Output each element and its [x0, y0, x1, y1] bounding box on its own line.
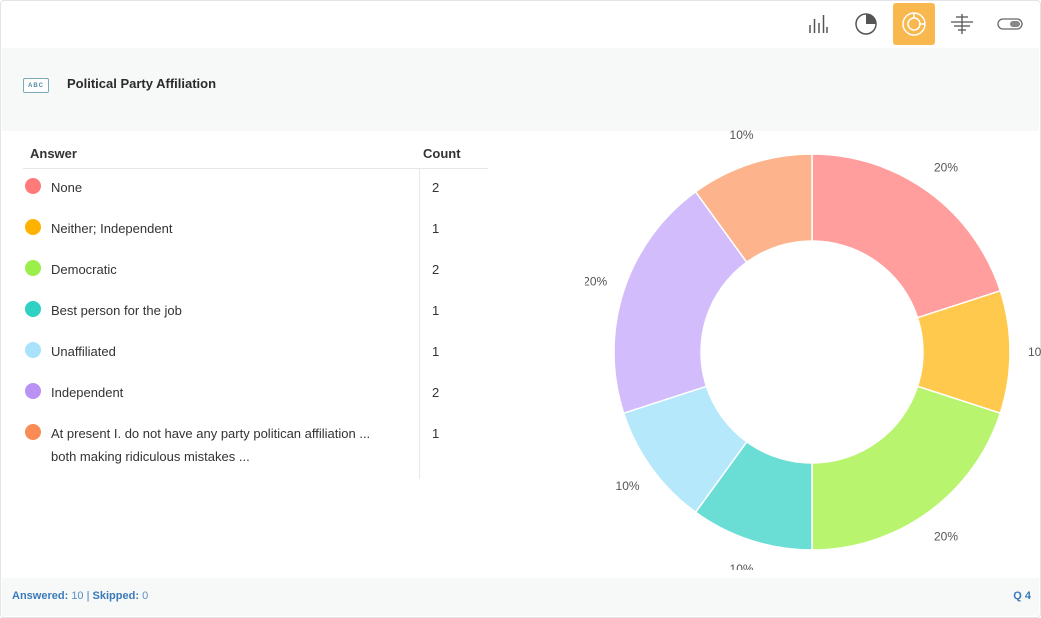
column-divider — [419, 169, 420, 479]
stats-separator: | — [86, 590, 90, 602]
donut-slice[interactable] — [613, 190, 748, 415]
donut-chart-icon — [902, 12, 926, 36]
slice-percent-label: 20% — [934, 529, 958, 543]
answer-text: None — [51, 180, 83, 195]
answered-label: Answered: — [12, 590, 69, 602]
horizontal-bar-button[interactable] — [941, 3, 983, 45]
count-value: 2 — [432, 180, 440, 195]
count-value: 1 — [432, 221, 440, 236]
legend-dot — [25, 301, 41, 317]
table-header: Answer Count — [23, 140, 488, 169]
count-value: 2 — [432, 385, 440, 400]
answer-table: Answer Count None 2 Neither; Independent… — [23, 140, 488, 479]
toggle-button[interactable] — [989, 3, 1031, 45]
answer-text: Neither; Independent — [51, 221, 173, 236]
bar-chart-button[interactable] — [797, 3, 839, 45]
answer-text: At present I. do not have any party poli… — [51, 426, 371, 441]
question-number: Q 4 — [1013, 590, 1031, 602]
slice-percent-label: 10% — [616, 479, 640, 493]
skipped-label: Skipped: — [92, 590, 139, 602]
donut-slice[interactable] — [811, 385, 1002, 551]
count-value: 1 — [432, 303, 440, 318]
answer-text: Independent — [51, 385, 124, 400]
legend-dot — [25, 260, 41, 276]
legend-dot — [25, 178, 41, 194]
pie-chart-icon — [855, 13, 877, 35]
answer-text-continued: both making ridiculous mistakes ... — [51, 449, 250, 464]
question-header: ABC Political Party Affiliation — [2, 48, 1039, 131]
text-question-icon: ABC — [23, 78, 49, 93]
bar-chart-icon — [809, 15, 828, 33]
pie-chart-button[interactable] — [845, 3, 887, 45]
answer-text: Best person for the job — [51, 303, 182, 318]
count-value: 2 — [432, 262, 440, 277]
answer-column-header: Answer — [30, 146, 77, 161]
skipped-value: 0 — [142, 590, 149, 602]
toggle-icon — [997, 18, 1023, 30]
count-column-header: Count — [423, 146, 461, 161]
answered-value: 10 — [71, 590, 84, 602]
legend-dot — [25, 383, 41, 399]
legend-dot — [25, 342, 41, 358]
donut-chart: 20% 10% 20% 10% 10% 20% 10% — [585, 130, 1041, 570]
count-value: 1 — [432, 344, 440, 359]
chart-type-toolbar — [797, 2, 1031, 46]
legend-dot — [25, 424, 41, 440]
answer-text: Unaffiliated — [51, 344, 116, 359]
donut-slice[interactable] — [811, 153, 1002, 319]
legend-dot — [25, 219, 41, 235]
count-value: 1 — [432, 426, 440, 441]
slice-percent-label: 20% — [934, 161, 958, 175]
slice-percent-label: 10% — [1028, 345, 1041, 359]
response-stats: Answered: 10 | Skipped: 0 — [12, 590, 148, 602]
question-footer: Answered: 10 | Skipped: 0 Q 4 — [2, 578, 1039, 616]
question-title: Political Party Affiliation — [67, 76, 217, 91]
slice-percent-label: 20% — [585, 275, 607, 289]
horizontal-bar-icon — [951, 14, 973, 34]
slice-percent-label: 10% — [730, 130, 754, 142]
donut-chart-button[interactable] — [893, 3, 935, 45]
answer-text: Democratic — [51, 262, 117, 277]
slice-percent-label: 10% — [730, 562, 754, 570]
donut-slice[interactable] — [694, 153, 813, 264]
